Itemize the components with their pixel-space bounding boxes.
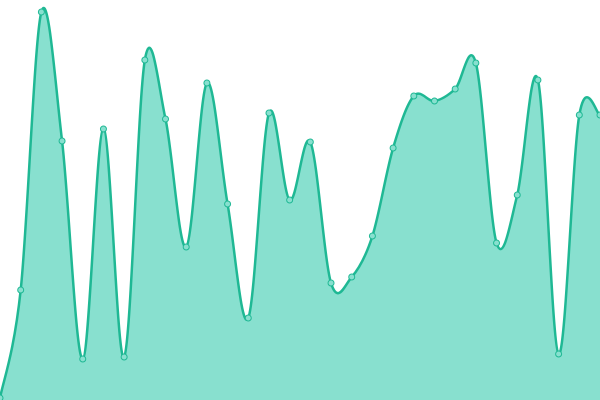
point [575, 111, 583, 119]
point [513, 191, 521, 199]
point [120, 353, 128, 361]
point [410, 92, 418, 100]
point [265, 109, 273, 117]
point [451, 85, 459, 93]
point [306, 138, 314, 146]
point [182, 243, 190, 251]
point [430, 97, 438, 105]
area-line [0, 7, 600, 399]
point [203, 79, 211, 87]
point [0, 394, 4, 400]
point [99, 125, 107, 133]
point [555, 350, 563, 358]
point [596, 111, 600, 119]
point [244, 314, 252, 322]
point [79, 355, 87, 363]
point [58, 137, 66, 145]
point [534, 76, 542, 84]
point [224, 200, 232, 208]
point [327, 279, 335, 287]
point [286, 196, 294, 204]
point [472, 59, 480, 67]
point [389, 144, 397, 152]
point [368, 232, 376, 240]
point [493, 239, 501, 247]
point [348, 273, 356, 281]
point [37, 8, 45, 16]
point [141, 56, 149, 64]
area-fill [0, 8, 600, 400]
point [162, 115, 170, 123]
point [17, 286, 25, 294]
